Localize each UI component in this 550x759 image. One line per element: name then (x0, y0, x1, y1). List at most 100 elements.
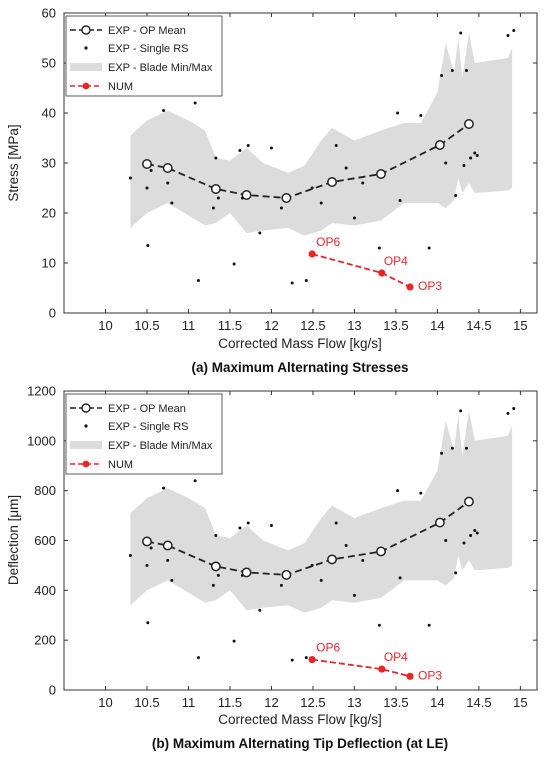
num-marker (308, 656, 316, 664)
single-rs-point (279, 583, 283, 587)
x-tick-label: 15 (513, 318, 527, 333)
single-rs-point (462, 164, 466, 167)
legend-mean-label: EXP - OP Mean (108, 403, 186, 415)
op-label: OP6 (316, 235, 340, 249)
single-rs-point (162, 486, 166, 490)
single-rs-point (149, 546, 153, 550)
op-mean-marker (327, 554, 337, 565)
single-rs-point (396, 111, 400, 115)
single-rs-point (290, 658, 294, 662)
single-rs-point (232, 639, 236, 643)
single-rs-point (170, 578, 174, 582)
single-rs-point (238, 149, 242, 152)
x-tick-label: 14 (430, 318, 444, 333)
single-rs-point (246, 521, 250, 525)
single-rs-point (246, 144, 250, 147)
x-tick-label: 10.5 (134, 695, 159, 710)
legend-single-label: EXP - Single RS (108, 421, 189, 433)
x-tick-label: 13.5 (383, 695, 408, 710)
y-tick-label: 200 (34, 633, 56, 648)
single-rs-point (149, 169, 153, 172)
x-tick-label: 13 (347, 318, 361, 333)
single-rs-point (454, 194, 458, 197)
op-mean-marker (434, 517, 445, 528)
single-rs-point (258, 231, 262, 235)
op-mean-marker (162, 163, 173, 173)
legend-num-marker (82, 82, 90, 90)
single-rs-point (427, 623, 431, 627)
x-tick-label: 14.5 (466, 695, 491, 710)
num-marker (406, 672, 414, 680)
op-mean-marker (464, 119, 474, 129)
panel-b-deflection: OP6 OP4 OP3 10 10.5 11 11.5 12 12.5 13 13.5 14 14.5… (6, 384, 538, 751)
single-rs-point (462, 541, 466, 545)
single-rs-point (290, 281, 294, 285)
single-rs-point (196, 656, 200, 660)
single-rs-point (196, 279, 200, 282)
legend-num-label: NUM (108, 81, 133, 93)
legend-single-marker (84, 424, 88, 428)
blade-min-max-band (130, 410, 513, 613)
legend-single-marker (84, 46, 88, 50)
single-rs-point (162, 109, 166, 112)
y-tick-label: 800 (34, 483, 56, 498)
single-rs-point (238, 526, 242, 530)
num-marker (378, 665, 386, 673)
single-rs-point (128, 553, 132, 557)
op-mean-marker (210, 184, 221, 194)
op-mean-marker (162, 540, 173, 551)
single-rs-point (475, 154, 479, 157)
single-rs-point (145, 186, 149, 190)
single-rs-point (269, 146, 273, 150)
single-rs-point (334, 521, 338, 525)
y-axis-label: Stress [MPa] (6, 124, 21, 201)
single-rs-point (214, 534, 218, 538)
single-rs-point (512, 406, 516, 410)
single-rs-point (334, 144, 338, 147)
legend-num-marker (82, 460, 90, 468)
op-mean-marker (281, 569, 292, 580)
y-tick-label: 10 (42, 256, 56, 271)
single-rs-point (473, 151, 477, 155)
legend: EXP - OP Mean EXP - Single RS EXP - Blad… (65, 15, 223, 97)
x-tick-label: 14 (430, 695, 444, 710)
legend-mean-marker (81, 25, 91, 35)
single-rs-point (361, 558, 365, 562)
single-rs-point (427, 246, 431, 250)
single-rs-point (279, 206, 283, 210)
x-tick-label: 15 (513, 695, 527, 710)
single-rs-point (319, 578, 323, 582)
op-mean-marker (142, 159, 152, 169)
op-label: OP3 (418, 279, 442, 293)
single-rs-point (214, 156, 218, 160)
single-rs-point (146, 621, 150, 625)
single-rs-point (473, 529, 477, 533)
x-tick-label: 11 (182, 318, 196, 333)
single-rs-point (193, 479, 197, 483)
single-rs-point (444, 161, 448, 165)
single-rs-point (166, 181, 170, 185)
single-rs-point (361, 181, 365, 185)
op-mean-marker (241, 190, 252, 200)
x-tick-label: 11 (182, 695, 196, 710)
num-marker (308, 250, 316, 258)
x-tick-label: 12 (264, 695, 278, 710)
y-tick-label: 60 (42, 6, 56, 21)
single-rs-point (459, 31, 463, 35)
y-tick-label: 20 (42, 206, 56, 221)
single-rs-point (352, 216, 356, 220)
x-tick-label: 11.5 (218, 318, 242, 333)
num-marker (406, 283, 414, 291)
y-tick-label: 1000 (27, 433, 56, 448)
single-rs-point (506, 411, 510, 415)
single-rs-point (193, 101, 197, 105)
legend-single-label: EXP - Single RS (108, 43, 189, 55)
op-mean-marker (434, 140, 445, 150)
num-marker (378, 269, 386, 277)
legend-band-label: EXP - Blade Min/Max (108, 440, 213, 452)
single-rs-point (512, 29, 516, 32)
op-mean-marker (376, 546, 386, 557)
panel-a-stress: OP6 OP4 OP3 10 10.5 11 11.5 12 12.5 13 13.5 14 14.5… (6, 6, 538, 375)
single-rs-point (258, 608, 262, 612)
